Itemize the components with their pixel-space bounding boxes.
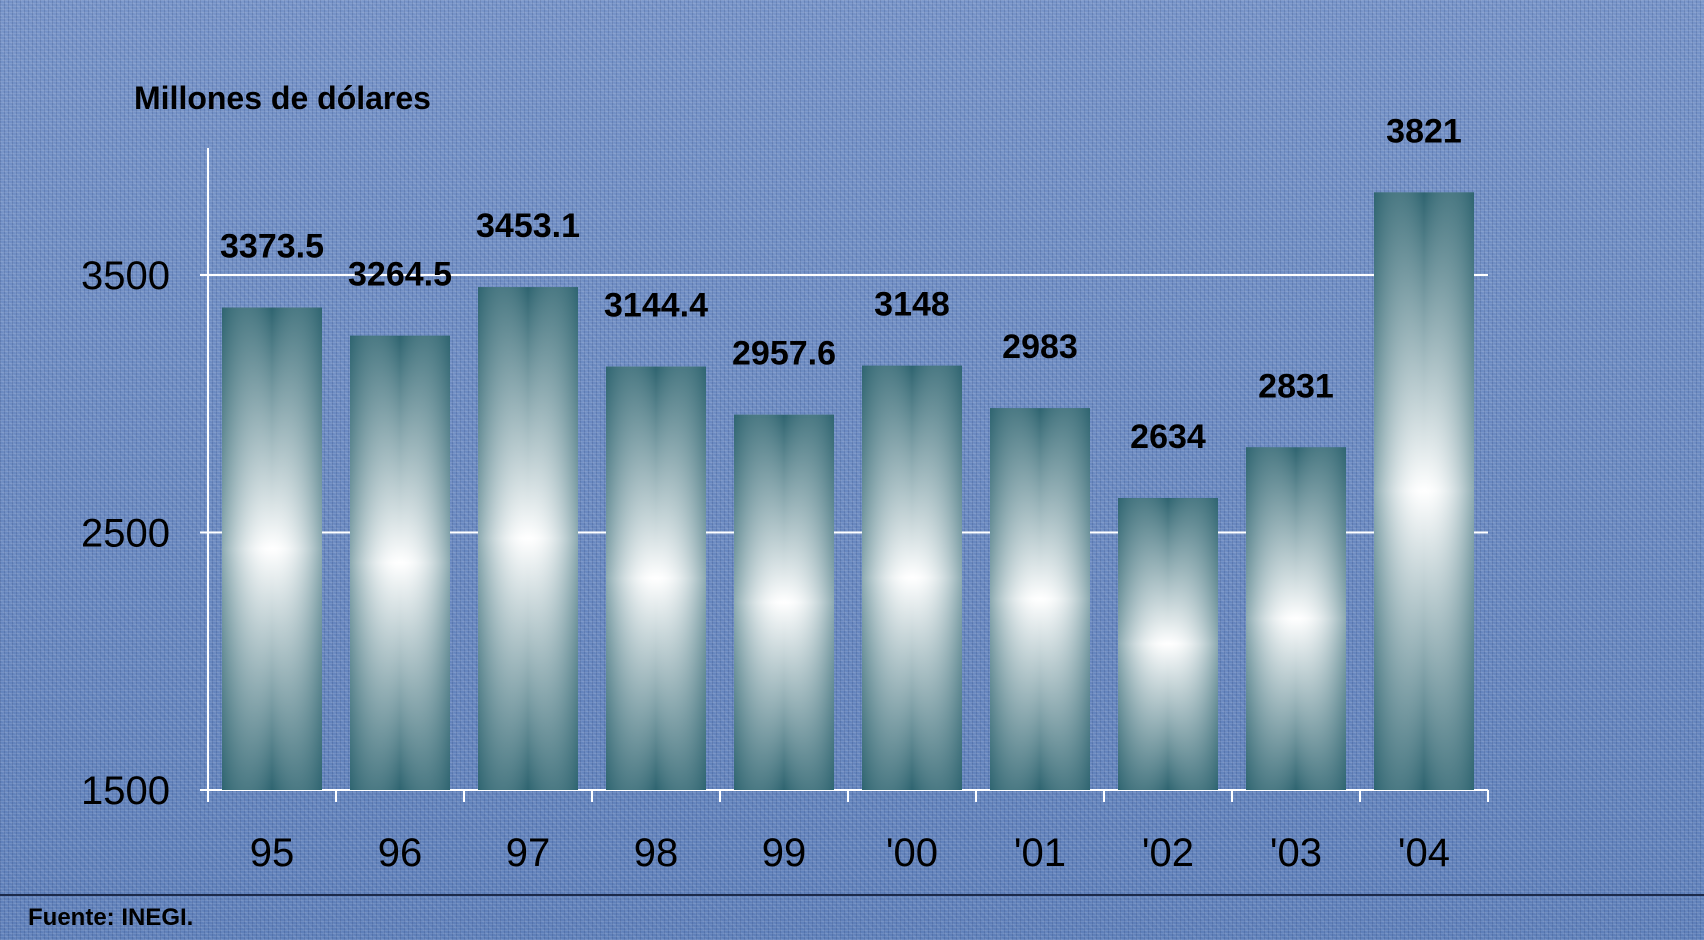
x-tick-label: '00 [886, 831, 938, 875]
data-label: 2983 [1002, 328, 1078, 366]
bar-shading [1118, 497, 1218, 790]
x-tick-label: 96 [378, 831, 423, 875]
data-label: 2831 [1258, 367, 1334, 405]
data-label: 2957.6 [732, 335, 836, 373]
bar-shading [734, 414, 834, 790]
data-label: 3264.5 [348, 256, 452, 294]
bar-shading [222, 307, 322, 790]
x-tick-label: '01 [1014, 831, 1066, 875]
data-label: 2634 [1130, 418, 1206, 456]
data-label: 3148 [874, 286, 950, 324]
data-label: 3373.5 [220, 228, 324, 266]
x-tick-label: 99 [762, 831, 807, 875]
x-tick-label: 98 [634, 831, 679, 875]
data-label: 3453.1 [476, 207, 580, 245]
y-tick-label: 2500 [81, 512, 170, 556]
x-tick-label: '02 [1142, 831, 1194, 875]
y-axis-label: Millones de dólares [134, 80, 431, 116]
bar-shading [1246, 447, 1346, 790]
x-tick-label: '03 [1270, 831, 1322, 875]
y-tick-label: 1500 [81, 769, 170, 813]
data-label: 3144.4 [604, 287, 708, 325]
bar-shading [990, 408, 1090, 790]
x-tick-label: '04 [1398, 831, 1450, 875]
bar-shading [862, 365, 962, 790]
x-tick-label: 97 [506, 831, 551, 875]
bar-shading [478, 287, 578, 790]
x-tick-label: 95 [250, 831, 295, 875]
bar-shading [606, 366, 706, 790]
bar-shading [1374, 192, 1474, 790]
bar-shading [350, 335, 450, 790]
y-tick-label: 3500 [81, 254, 170, 298]
data-label: 3821 [1386, 112, 1462, 150]
source-note: Fuente: INEGI. [28, 904, 194, 931]
source-divider [0, 894, 1704, 896]
